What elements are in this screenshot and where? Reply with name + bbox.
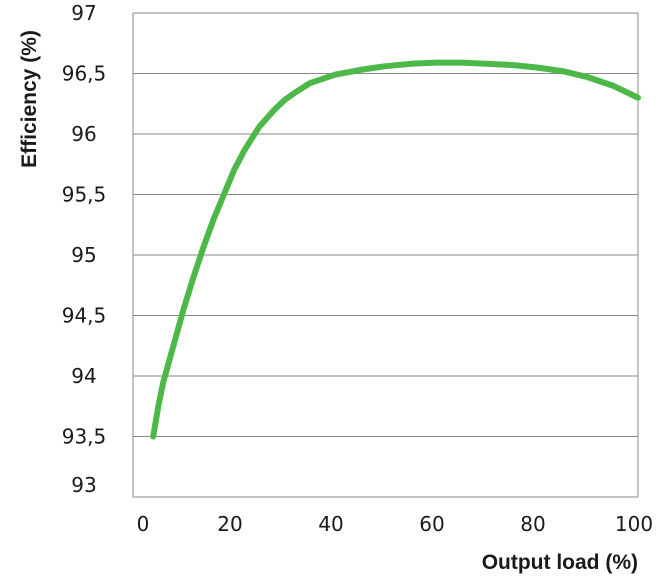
y-tick-labels: 93 93,5 94 94,5 95 95,5 96 96,5 97: [62, 1, 107, 497]
y-tick-label: 94,5: [62, 304, 107, 328]
y-tick-label: 95,5: [62, 183, 107, 207]
grid-lines: [133, 12, 638, 437]
y-tick-label: 93,5: [62, 425, 107, 449]
x-tick-label: 20: [217, 512, 242, 536]
x-tick-labels: 0 20 40 60 80 100: [137, 512, 653, 536]
y-tick-label: 93: [71, 473, 96, 497]
x-tick-label: 0: [137, 512, 150, 536]
y-tick-label: 97: [71, 1, 96, 25]
y-axis-title: Efficiency (%): [18, 30, 41, 168]
y-tick-label: 96: [71, 122, 96, 146]
x-tick-label: 60: [419, 512, 444, 536]
y-tick-label: 96,5: [62, 62, 107, 86]
x-tick-label: 100: [615, 512, 653, 536]
y-tick-label: 95: [71, 243, 96, 267]
series-group: [150, 59, 641, 440]
efficiency-line: [150, 59, 641, 440]
y-tick-label: 94: [71, 364, 96, 388]
x-axis-title: Output load (%): [482, 551, 638, 574]
x-tick-label: 40: [318, 512, 343, 536]
x-tick-label: 80: [520, 512, 545, 536]
axes: [132, 13, 639, 498]
